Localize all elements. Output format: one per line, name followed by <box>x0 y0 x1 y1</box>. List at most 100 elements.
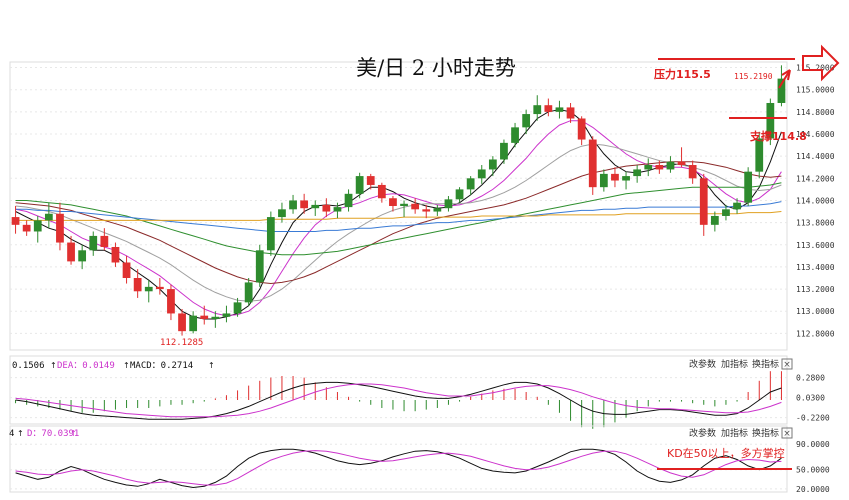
candle-body <box>255 250 264 283</box>
kd-add-indicator-button[interactable]: 加指标 <box>721 427 748 439</box>
candle-body <box>666 161 675 170</box>
kd-k-value: 4 <box>9 429 14 439</box>
candle-body <box>322 204 331 212</box>
low-price-label: 112.1285 <box>160 338 203 348</box>
candle-body <box>366 176 375 185</box>
candle-body <box>699 178 708 225</box>
candle-body <box>511 127 519 143</box>
candle-body <box>733 202 741 210</box>
price-tick-label: 114.0000 <box>796 196 835 205</box>
macd-dea-line <box>15 383 782 418</box>
candle-body <box>344 193 353 208</box>
macd-hist-value: 0.1506 <box>12 361 45 371</box>
price-tick-label: 114.6000 <box>796 130 835 139</box>
candle-body <box>155 286 164 290</box>
candle-body <box>522 114 531 128</box>
kd-tick-label: 90.0000 <box>796 440 830 449</box>
candle-body <box>500 142 508 160</box>
candle-body <box>300 200 309 209</box>
macd-add-indicator-button[interactable]: 加指标 <box>721 358 748 370</box>
candle-body <box>455 189 464 200</box>
moving-average-line <box>15 211 782 221</box>
candle-body <box>655 165 664 170</box>
candle-body <box>44 213 53 221</box>
price-tick-label: 113.6000 <box>796 241 835 250</box>
candle-body <box>566 107 575 119</box>
candle-body <box>766 102 775 139</box>
moving-average-line <box>15 109 782 320</box>
candle-body <box>211 316 220 319</box>
kd-panel-buttons: 改参数 加指标 换指标 × <box>689 427 793 439</box>
kd-tick-label: 20.0000 <box>796 485 830 494</box>
close-icon: × <box>783 429 791 439</box>
price-tick-label: 112.8000 <box>796 329 835 338</box>
candle-body <box>611 173 619 181</box>
price-tick-label: 113.8000 <box>796 219 835 228</box>
macd-up-arrow-icon: ↑ <box>50 361 57 370</box>
macd-dea-value: DEA：0.0149 <box>57 361 115 371</box>
candle-body <box>233 302 242 314</box>
support-label: 支撑114.8 <box>749 129 807 143</box>
candle-body <box>710 215 719 225</box>
candle-body <box>100 235 109 247</box>
price-tick-label: 114.8000 <box>796 108 835 117</box>
candle-body <box>67 242 75 262</box>
candle-body <box>266 217 275 251</box>
macd-close-button[interactable] <box>781 358 793 370</box>
candle-body <box>289 200 297 210</box>
price-tick-label: 113.4000 <box>796 263 835 272</box>
kd-d-value: D：70.0391 <box>27 429 79 439</box>
price-frame <box>9 61 788 351</box>
candle-body <box>278 209 286 218</box>
current-price-label: 115.2190 <box>734 72 773 81</box>
candle-body <box>56 213 64 243</box>
candle-body <box>744 171 753 203</box>
kd-edit-params-button[interactable]: 改参数 <box>689 427 716 439</box>
candle-body <box>433 208 442 212</box>
kd-k-line <box>15 448 782 489</box>
macd-dif-line <box>15 381 782 420</box>
candle-body <box>722 209 730 216</box>
candle-body <box>333 207 342 212</box>
candle-body <box>178 313 186 332</box>
kd-d-line <box>15 450 782 486</box>
candle-body <box>200 315 209 319</box>
candle-body <box>122 262 131 278</box>
candle-body <box>78 250 87 262</box>
price-tick-label: 113.0000 <box>796 307 835 316</box>
macd-edit-params-button[interactable]: 改参数 <box>689 358 716 370</box>
candle-body <box>89 235 98 251</box>
kd-header: 4 ↑ D：70.0391 ↑ <box>9 429 79 439</box>
price-tick-label: 114.2000 <box>796 174 835 183</box>
candle-body <box>311 204 320 209</box>
macd-swap-indicator-button[interactable]: 换指标 <box>752 358 779 370</box>
candle-body <box>488 159 497 170</box>
chart-title: 美/日 2 小时走势 <box>356 56 516 80</box>
macd-tick-label: 0.2800 <box>796 374 825 383</box>
moving-average-line <box>15 182 782 256</box>
kd-up-arrow-icon: ↑ <box>17 429 24 438</box>
candle-body <box>555 107 564 112</box>
macd-tick-label: -0.2200 <box>796 414 830 423</box>
price-tick-label: 115.0000 <box>796 86 835 95</box>
candle-body <box>755 138 764 172</box>
candle-body <box>533 105 542 115</box>
macd-frame <box>9 355 788 425</box>
candle-body <box>599 173 608 188</box>
candle-body <box>33 220 42 232</box>
moving-average-line <box>15 201 782 232</box>
macd-panel: 0.2800 0.0300 -0.2200 <box>9 355 830 429</box>
candle-body <box>444 199 453 209</box>
candle-body <box>466 178 475 190</box>
kd-close-button[interactable] <box>781 427 793 439</box>
macd-up-arrow-icon-2: ↑ <box>123 361 130 370</box>
macd-panel-buttons: 改参数 加指标 换指标 × <box>689 358 793 370</box>
moving-average-line <box>15 120 782 317</box>
up-arrow-icon <box>778 69 791 89</box>
outline-right-arrow-icon <box>802 44 840 82</box>
macd-up-arrow-icon-3: ↑ <box>208 361 215 370</box>
close-icon: × <box>783 360 791 370</box>
candle-body <box>355 176 364 194</box>
kd-swap-indicator-button[interactable]: 换指标 <box>752 427 779 439</box>
